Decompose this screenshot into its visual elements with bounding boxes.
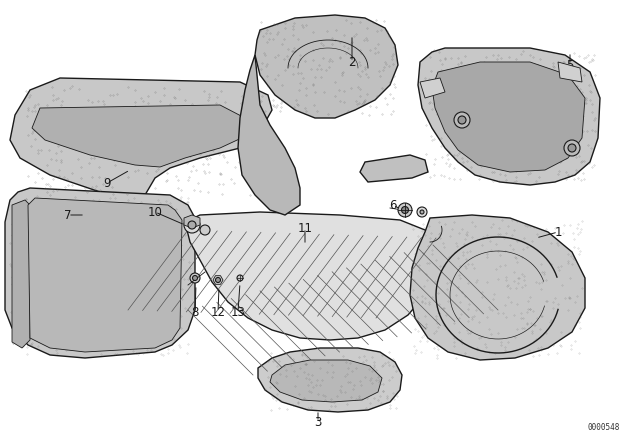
Text: 6: 6 <box>389 198 397 211</box>
Circle shape <box>237 275 243 281</box>
Polygon shape <box>270 360 382 402</box>
Circle shape <box>193 276 198 280</box>
Text: 4: 4 <box>389 161 397 175</box>
Polygon shape <box>28 198 182 352</box>
Polygon shape <box>420 78 445 98</box>
Polygon shape <box>185 212 438 340</box>
Circle shape <box>454 112 470 128</box>
Text: 1: 1 <box>554 225 562 238</box>
Text: 7: 7 <box>64 208 72 221</box>
Polygon shape <box>184 215 200 228</box>
Polygon shape <box>12 200 30 348</box>
Text: 2: 2 <box>348 56 356 69</box>
Circle shape <box>568 144 576 152</box>
Polygon shape <box>32 105 248 167</box>
Polygon shape <box>418 48 600 185</box>
Text: 3: 3 <box>314 415 322 428</box>
Circle shape <box>458 116 466 124</box>
Circle shape <box>417 207 427 217</box>
Text: 8: 8 <box>191 306 198 319</box>
Circle shape <box>190 273 200 283</box>
Polygon shape <box>410 215 585 360</box>
Circle shape <box>420 210 424 214</box>
Polygon shape <box>238 55 300 215</box>
Circle shape <box>184 217 200 233</box>
Polygon shape <box>432 62 585 172</box>
Circle shape <box>200 225 210 235</box>
Circle shape <box>398 203 412 217</box>
Text: 0000548: 0000548 <box>588 423 620 432</box>
Text: 10: 10 <box>148 206 163 219</box>
Circle shape <box>564 140 580 156</box>
Text: 13: 13 <box>230 306 245 319</box>
Polygon shape <box>558 62 582 82</box>
Polygon shape <box>258 348 402 412</box>
Text: 12: 12 <box>211 306 225 319</box>
Text: 5: 5 <box>566 59 573 72</box>
Text: 11: 11 <box>298 221 312 234</box>
Polygon shape <box>5 188 195 358</box>
Circle shape <box>188 221 196 229</box>
Circle shape <box>216 277 221 283</box>
Circle shape <box>401 207 408 214</box>
Polygon shape <box>360 155 428 182</box>
Polygon shape <box>255 15 398 118</box>
Polygon shape <box>10 78 272 198</box>
Polygon shape <box>213 276 223 284</box>
Text: 9: 9 <box>103 177 111 190</box>
